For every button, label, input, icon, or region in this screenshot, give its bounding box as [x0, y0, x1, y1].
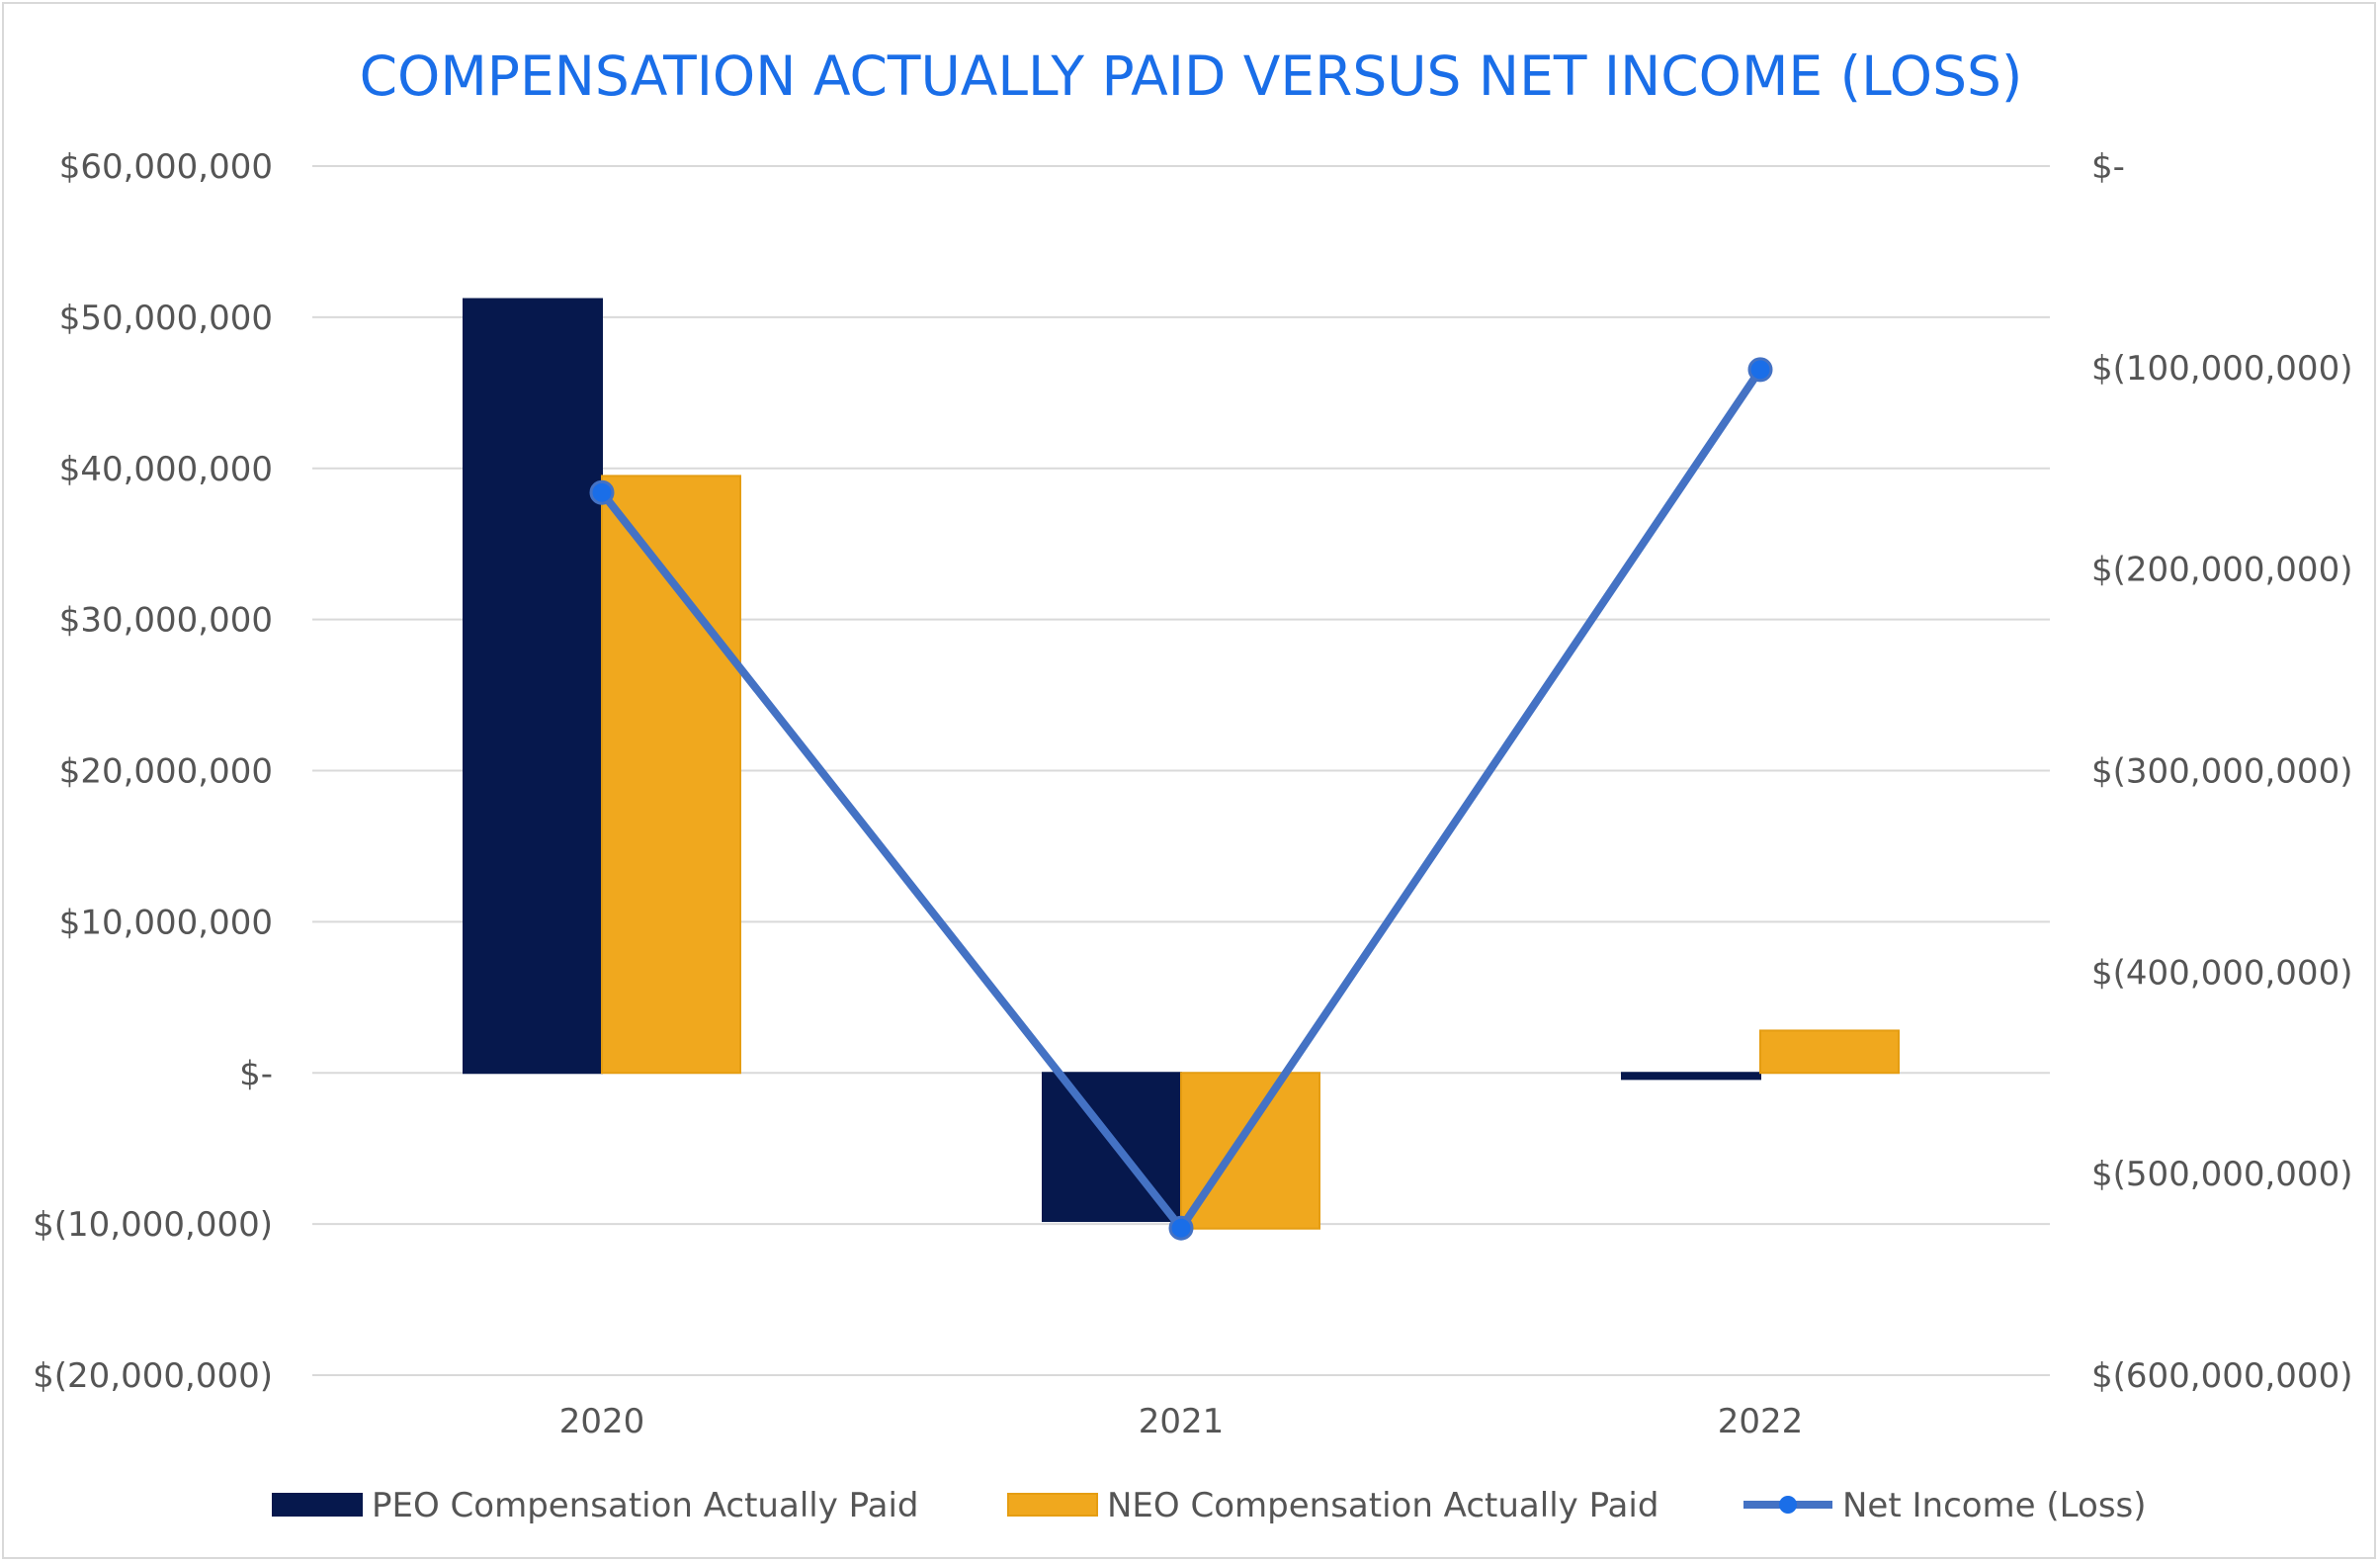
left-tick-label: $20,000,000 [59, 752, 273, 792]
right-tick-label: $(300,000,000) [2091, 752, 2352, 792]
right-tick-label: $(400,000,000) [2091, 953, 2352, 993]
x-tick-label: 2022 [1718, 1402, 1804, 1441]
x-tick-label: 2021 [1139, 1402, 1225, 1441]
right-tick-label: $(500,000,000) [2091, 1155, 2352, 1194]
left-tick-label: $60,000,000 [59, 147, 273, 187]
net-income-point-2021 [1168, 1215, 1194, 1241]
right-tick-label: $- [2091, 147, 2125, 187]
legend-marker [1779, 1496, 1797, 1514]
legend-swatch [1007, 1493, 1098, 1517]
bar-neo-2021 [1180, 1072, 1320, 1230]
left-tick-label: $(20,000,000) [33, 1356, 273, 1396]
bar-peo-2022 [1621, 1072, 1761, 1081]
bar-peo-2020 [463, 298, 603, 1075]
bar-neo-2020 [601, 475, 741, 1075]
bar-neo-2022 [1759, 1029, 1900, 1075]
x-axis: 2020 2021 2022 [559, 1402, 1804, 1441]
net-income-point-2022 [1747, 357, 1773, 383]
right-tick-label: $(100,000,000) [2091, 349, 2352, 389]
left-tick-label: $50,000,000 [59, 299, 273, 338]
left-tick-label: $- [239, 1054, 273, 1093]
legend-label: Net Income (Loss) [1842, 1486, 2147, 1525]
legend-swatch [272, 1493, 363, 1517]
left-axis: $60,000,000 $50,000,000 $40,000,000 $30,000… [33, 147, 273, 1396]
bars [463, 298, 1900, 1230]
chart: COMPENSATION ACTUALLY PAID VERSUS NET IN… [33, 44, 2352, 1525]
left-tick-label: $10,000,000 [59, 903, 273, 942]
right-tick-label: $(600,000,000) [2091, 1356, 2352, 1396]
net-income-point-2020 [589, 479, 615, 505]
legend-label: PEO Compensation Actually Paid [372, 1486, 918, 1525]
x-tick-label: 2020 [559, 1402, 645, 1441]
chart-title: COMPENSATION ACTUALLY PAID VERSUS NET IN… [360, 44, 2023, 108]
left-tick-label: $40,000,000 [59, 450, 273, 489]
legend-label: NEO Compensation Actually Paid [1107, 1486, 1658, 1525]
right-tick-label: $(200,000,000) [2091, 551, 2352, 590]
line-series [589, 357, 1773, 1241]
right-axis: $- $(100,000,000) $(200,000,000) $(300,000,… [2091, 147, 2352, 1396]
left-tick-label: $(10,000,000) [33, 1205, 273, 1245]
left-tick-label: $30,000,000 [59, 601, 273, 641]
legend: PEO Compensation Actually Paid NEO Compen… [272, 1486, 2147, 1525]
